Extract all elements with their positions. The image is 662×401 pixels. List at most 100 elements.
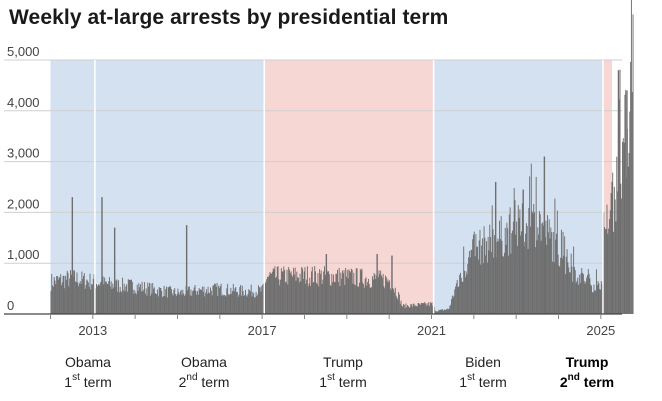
bar-week — [111, 288, 113, 314]
bar-week — [187, 290, 189, 314]
bar-week — [523, 246, 525, 314]
bar-week — [87, 280, 89, 314]
bar-week — [162, 297, 163, 314]
bar-week — [64, 288, 66, 314]
bar-week — [397, 299, 399, 314]
bar-week — [351, 269, 353, 314]
term-president: Trump — [565, 354, 609, 370]
bar-week — [264, 281, 266, 314]
bar-week — [103, 284, 105, 314]
bar-week — [53, 277, 55, 314]
bar-week — [383, 286, 385, 314]
bar-week — [457, 286, 459, 314]
bar-spike — [101, 197, 103, 314]
bar-week — [245, 295, 247, 314]
bar-week — [447, 309, 449, 314]
bar-week — [240, 285, 242, 314]
bar-week — [257, 294, 259, 314]
bar-week — [266, 279, 268, 314]
bar-week — [367, 278, 369, 314]
bar-week — [465, 271, 467, 314]
bar-week — [318, 286, 320, 314]
bar-week — [333, 281, 335, 314]
bar-week — [224, 295, 226, 314]
bar-week — [621, 198, 623, 314]
bar-week — [403, 304, 405, 314]
bar-week — [278, 279, 280, 314]
bar-week — [56, 275, 58, 314]
bar-week — [86, 279, 88, 314]
bar-week — [198, 288, 200, 314]
bar-week — [483, 226, 485, 314]
bar-week — [315, 282, 317, 314]
bar-week — [335, 273, 337, 314]
bar-week — [438, 309, 440, 314]
bar-week — [168, 287, 170, 314]
bar-week — [328, 271, 330, 314]
bar-week — [555, 239, 557, 314]
bar-week — [273, 269, 275, 314]
bar-week — [171, 293, 173, 314]
bar-week — [477, 259, 479, 314]
bar-week — [126, 291, 128, 314]
bar-week — [570, 253, 572, 314]
term-separators — [94, 60, 604, 314]
bar-week — [96, 286, 98, 314]
bar-week — [534, 212, 536, 314]
bar-week — [93, 274, 95, 314]
y-gridlines: 0 1,000 2,000 3,000 4,000 5,000 — [4, 44, 622, 315]
bar-week — [332, 274, 334, 314]
bar-week — [539, 214, 541, 314]
bar-week — [596, 285, 598, 314]
bar-week — [561, 258, 563, 314]
bar-week — [117, 291, 119, 314]
bar-week — [411, 304, 413, 314]
bar-week — [569, 272, 571, 314]
bar-week — [110, 281, 112, 314]
bar-spike — [494, 181, 497, 314]
bar-week — [350, 272, 352, 314]
bar-week — [560, 229, 562, 314]
x-tick-label-2017: 2017 — [248, 323, 277, 338]
bar-week — [556, 233, 557, 314]
bar-week — [285, 281, 287, 314]
bar-week — [96, 284, 97, 314]
bar-week — [622, 138, 624, 314]
bar-week — [319, 269, 321, 314]
bar-week — [142, 291, 144, 314]
bar-week — [444, 309, 446, 314]
bar-week — [473, 231, 475, 314]
bar-week — [131, 282, 133, 314]
bar-week — [347, 278, 349, 314]
bar-week — [245, 289, 246, 314]
bar-week — [575, 282, 577, 314]
bar-week — [244, 294, 246, 314]
term-ordinal-number: 2 — [178, 374, 187, 390]
bar-week — [396, 297, 398, 314]
bar-week — [488, 250, 490, 314]
bar-week — [183, 293, 185, 314]
bar-week — [564, 236, 566, 314]
bar-week — [255, 292, 257, 314]
bar-week — [442, 309, 444, 314]
bar-week — [533, 204, 535, 314]
bar-week — [152, 282, 154, 314]
bar-week — [84, 288, 86, 314]
bar-week — [337, 269, 338, 314]
bar-week — [276, 266, 278, 314]
bar-week — [90, 289, 92, 314]
x-tick-label-2021: 2021 — [417, 323, 446, 338]
bar-week — [281, 271, 283, 314]
bar-week — [436, 311, 438, 314]
bar-week — [525, 223, 527, 314]
bar-week — [140, 284, 141, 314]
bar-week — [328, 274, 330, 314]
bar-week — [222, 294, 224, 314]
bar-week — [532, 213, 534, 314]
bar-week — [377, 277, 379, 314]
bar-week — [443, 309, 445, 314]
bar-week — [329, 284, 331, 314]
bar-week — [479, 229, 481, 314]
bar-week — [78, 283, 80, 314]
bar-week — [148, 282, 150, 314]
